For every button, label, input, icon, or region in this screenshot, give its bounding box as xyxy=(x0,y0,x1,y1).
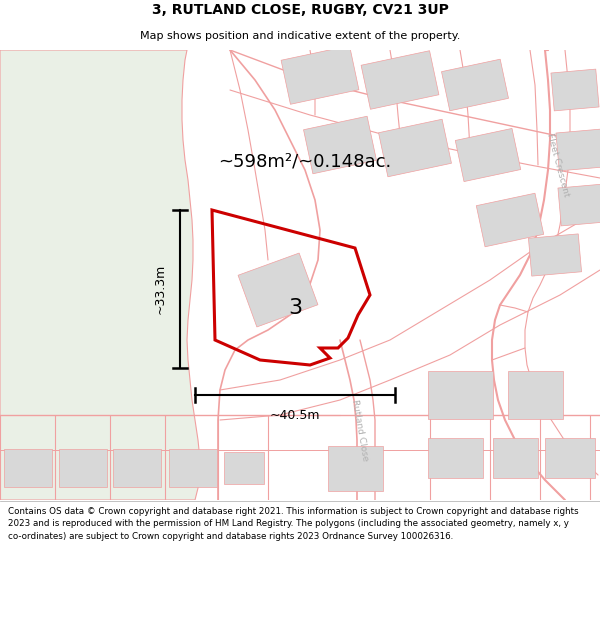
Polygon shape xyxy=(558,184,600,226)
Text: Map shows position and indicative extent of the property.: Map shows position and indicative extent… xyxy=(140,31,460,41)
Polygon shape xyxy=(556,129,600,171)
Text: ~598m²/~0.148ac.: ~598m²/~0.148ac. xyxy=(218,153,391,171)
Polygon shape xyxy=(545,438,595,478)
Polygon shape xyxy=(455,128,521,182)
Polygon shape xyxy=(361,51,439,109)
Polygon shape xyxy=(113,449,161,487)
Text: 3, RUTLAND CLOSE, RUGBY, CV21 3UP: 3, RUTLAND CLOSE, RUGBY, CV21 3UP xyxy=(152,3,448,17)
Polygon shape xyxy=(0,50,200,500)
Polygon shape xyxy=(529,234,581,276)
Polygon shape xyxy=(281,46,359,104)
Text: ~40.5m: ~40.5m xyxy=(270,409,320,422)
Polygon shape xyxy=(493,438,538,478)
Polygon shape xyxy=(427,438,482,478)
Polygon shape xyxy=(476,193,544,247)
Polygon shape xyxy=(169,449,217,487)
Text: Contains OS data © Crown copyright and database right 2021. This information is : Contains OS data © Crown copyright and d… xyxy=(8,507,578,541)
Polygon shape xyxy=(4,449,52,487)
Text: Rutland Close: Rutland Close xyxy=(350,399,370,461)
Polygon shape xyxy=(427,371,493,419)
Text: ~33.3m: ~33.3m xyxy=(154,264,167,314)
Polygon shape xyxy=(238,253,318,327)
Text: 3: 3 xyxy=(288,298,302,318)
Polygon shape xyxy=(551,69,599,111)
Polygon shape xyxy=(328,446,383,491)
Polygon shape xyxy=(59,449,107,487)
Polygon shape xyxy=(224,452,264,484)
Polygon shape xyxy=(442,59,509,111)
Polygon shape xyxy=(379,119,451,177)
Polygon shape xyxy=(304,116,376,174)
Polygon shape xyxy=(508,371,563,419)
Text: Fleet Crescent: Fleet Crescent xyxy=(545,132,571,198)
